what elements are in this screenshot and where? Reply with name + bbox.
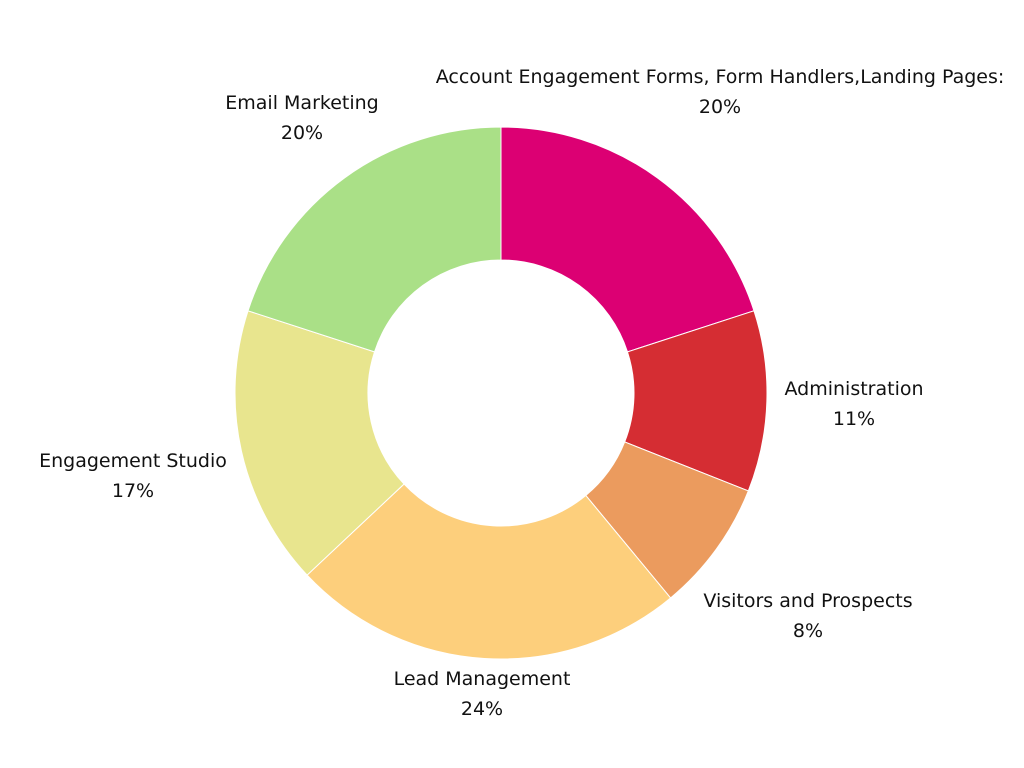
slice-label-name: Administration <box>784 378 924 400</box>
slice-label-1: Administration 11% <box>784 374 923 434</box>
slice-label-0: Account Engagement Forms, Form Handlers,… <box>436 62 1005 122</box>
slice-label-4: Engagement Studio 17% <box>39 446 227 506</box>
slice-label-name: Visitors and Prospects <box>703 590 913 612</box>
slice-label-name: Email Marketing <box>225 92 379 114</box>
slice-label-value: 20% <box>698 96 742 118</box>
slice-label-value: 24% <box>460 698 504 720</box>
slice-label-value: 8% <box>792 620 824 642</box>
slice-label-2: Visitors and Prospects 8% <box>703 586 912 646</box>
slice-label-value: 20% <box>280 122 324 144</box>
slice-label-name: Account Engagement Forms, Form Handlers,… <box>435 66 1005 88</box>
slice-label-3: Lead Management 24% <box>394 664 571 724</box>
slice-label-value: 17% <box>111 480 155 502</box>
donut-slice-5 <box>247 126 502 353</box>
slice-label-name: Engagement Studio <box>39 450 227 472</box>
donut-slice-3 <box>306 483 672 660</box>
donut-slice-0 <box>500 126 755 353</box>
slice-label-value: 11% <box>832 408 876 430</box>
slice-label-5: Email Marketing 20% <box>225 88 378 148</box>
donut-slice-4 <box>234 310 405 576</box>
slice-label-name: Lead Management <box>393 668 571 690</box>
